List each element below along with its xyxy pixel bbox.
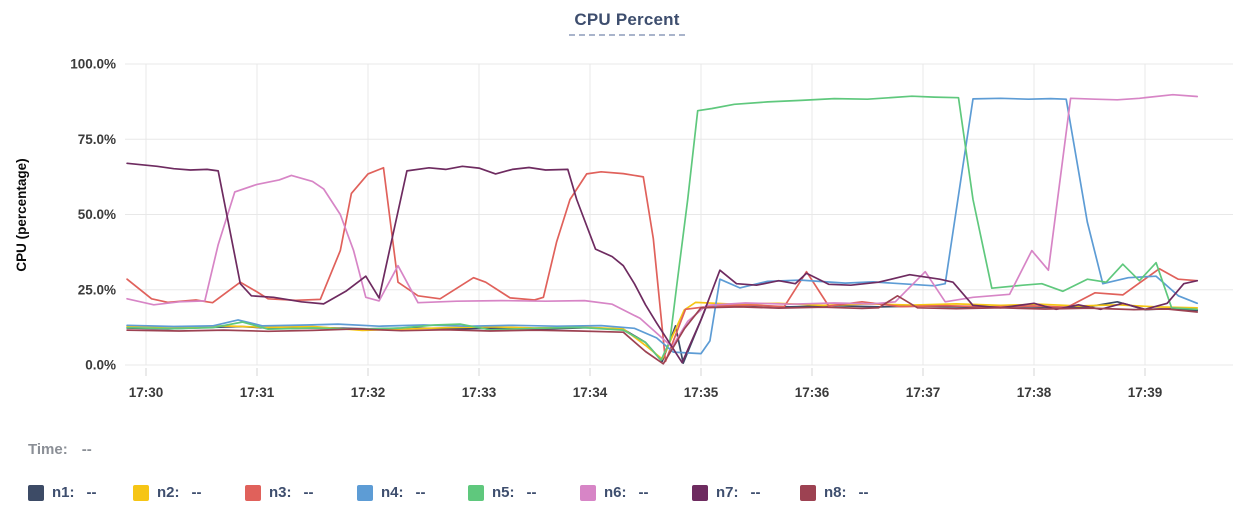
series-line-n4 <box>126 97 1199 355</box>
legend-swatch-n1 <box>28 484 44 501</box>
legend-item-n2[interactable]: n2: -- <box>133 484 202 501</box>
y-axis-tick-label: 0.0% <box>85 358 116 373</box>
legend-label-n1: n1: <box>52 484 75 501</box>
y-axis-tick-label: 75.0% <box>78 132 116 147</box>
legend-item-n4[interactable]: n4: -- <box>357 484 426 501</box>
legend-label-n3: n3: <box>269 484 292 501</box>
series-line-n8 <box>126 294 1199 365</box>
cpu-usage-chart[interactable]: 0.0% 25.0% 50.0% 75.0% 100.0% 17:30 17:31 17:32… <box>0 45 1254 420</box>
legend-swatch-n7 <box>692 484 708 501</box>
legend-item-n3[interactable]: n3: -- <box>245 484 314 501</box>
series-line-n5 <box>126 95 1199 362</box>
x-axis-tick-label: 17:35 <box>684 385 719 400</box>
legend-item-n6[interactable]: n6: -- <box>580 484 649 501</box>
legend-value-n3: -- <box>303 484 314 501</box>
y-axis-tick-label: 25.0% <box>78 282 116 297</box>
legend-swatch-n6 <box>580 484 596 501</box>
y-axis-tick-label: 100.0% <box>70 57 116 72</box>
legend-label-n2: n2: <box>157 484 180 501</box>
chart-title[interactable]: CPU Percent <box>569 10 685 36</box>
y-axis-tick-label: 50.0% <box>78 207 116 222</box>
legend-item-n1[interactable]: n1: -- <box>28 484 97 501</box>
x-axis-tick-label: 17:33 <box>462 385 497 400</box>
x-axis-tick-label: 17:39 <box>1128 385 1163 400</box>
legend-label-n4: n4: <box>381 484 404 501</box>
legend-item-n5[interactable]: n5: -- <box>468 484 537 501</box>
legend-value-n1: -- <box>86 484 97 501</box>
time-label: Time: <box>28 441 68 458</box>
time-value: -- <box>81 441 92 458</box>
x-axis-tick-label: 17:36 <box>795 385 830 400</box>
chart-header: CPU Percent <box>0 10 1254 36</box>
x-axis-tick-label: 17:30 <box>129 385 164 400</box>
hover-time-readout: Time: -- <box>28 441 92 458</box>
legend-swatch-n2 <box>133 484 149 501</box>
y-axis-title: CPU (percentage) <box>14 158 29 271</box>
legend: n1: -- n2: -- n3: -- n4: -- n5: -- n6: -… <box>0 484 1254 510</box>
x-axis-tick-label: 17:32 <box>351 385 386 400</box>
legend-item-n7[interactable]: n7: -- <box>692 484 761 501</box>
series-line-n6 <box>126 93 1199 348</box>
legend-label-n7: n7: <box>716 484 739 501</box>
legend-label-n5: n5: <box>492 484 515 501</box>
legend-swatch-n8 <box>800 484 816 501</box>
legend-swatch-n4 <box>357 484 373 501</box>
legend-label-n6: n6: <box>604 484 627 501</box>
legend-value-n2: -- <box>191 484 202 501</box>
legend-value-n6: -- <box>638 484 649 501</box>
x-axis-tick-label: 17:38 <box>1017 385 1052 400</box>
legend-swatch-n5 <box>468 484 484 501</box>
legend-value-n7: -- <box>750 484 761 501</box>
legend-value-n8: -- <box>858 484 869 501</box>
legend-value-n5: -- <box>526 484 537 501</box>
x-axis-tick-label: 17:34 <box>573 385 608 400</box>
legend-item-n8[interactable]: n8: -- <box>800 484 869 501</box>
legend-label-n8: n8: <box>824 484 847 501</box>
x-axis-tick-label: 17:37 <box>906 385 941 400</box>
x-axis-tick-label: 17:31 <box>240 385 275 400</box>
legend-swatch-n3 <box>245 484 261 501</box>
legend-value-n4: -- <box>415 484 426 501</box>
series-line-n7 <box>126 162 1199 364</box>
